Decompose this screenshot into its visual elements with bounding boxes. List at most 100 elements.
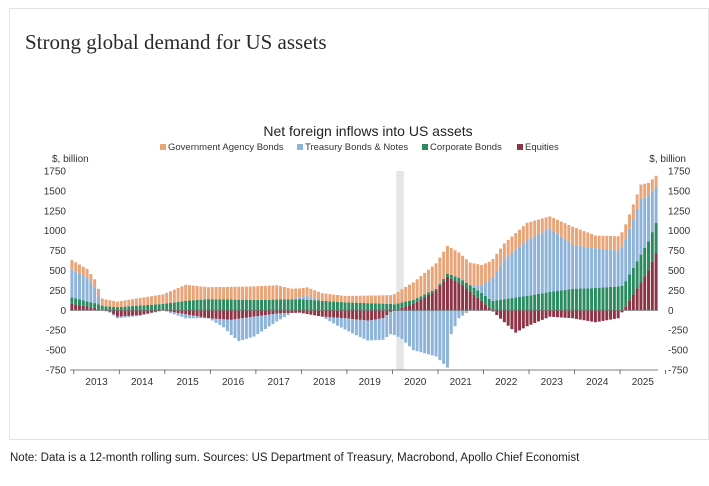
bar-segment	[180, 286, 184, 302]
bar-segment	[233, 310, 237, 320]
y-tick-label-right: -500	[668, 346, 688, 357]
bar-segment	[153, 304, 157, 311]
bar-segment	[457, 282, 461, 311]
bar-segment	[343, 302, 347, 311]
bar-segment	[548, 216, 552, 229]
bar-segment	[495, 253, 499, 272]
bar-segment	[430, 310, 434, 356]
bar-segment	[256, 316, 260, 335]
bar-segment	[188, 285, 191, 301]
bar-segment	[601, 310, 605, 321]
bar-segment	[506, 239, 510, 257]
bar-segment	[142, 305, 146, 311]
bar-segment	[628, 274, 632, 301]
bar-segment	[635, 261, 639, 289]
bar-segment	[354, 310, 358, 320]
bar-segment	[335, 317, 339, 326]
bar-segment	[347, 302, 351, 311]
bar-segment	[260, 299, 264, 311]
bar-segment	[533, 294, 537, 311]
bar-segment	[366, 310, 370, 321]
x-tick-label: 2016	[222, 377, 245, 388]
bar-segment	[298, 297, 301, 300]
bar-segment	[354, 319, 358, 336]
bar-segment	[210, 287, 214, 300]
bar-segment	[650, 232, 654, 262]
bar-segment	[74, 262, 78, 272]
bar-segment	[70, 297, 74, 304]
bar-segment	[408, 300, 412, 306]
bar-segment	[305, 299, 309, 311]
bar-segment	[85, 277, 89, 302]
bar-segment	[476, 264, 480, 285]
bar-segment	[195, 316, 199, 319]
bar-segment	[294, 299, 298, 311]
bar-segment	[351, 319, 355, 334]
bar-segment	[290, 299, 294, 311]
bar-segment	[85, 301, 89, 307]
bar-segment	[639, 282, 643, 311]
bar-segment	[309, 296, 313, 300]
bar-segment	[449, 275, 453, 279]
bar-segment	[85, 268, 89, 278]
bar-segment	[108, 311, 112, 313]
bar-segment	[438, 285, 442, 311]
bar-segment	[294, 310, 298, 313]
bar-segment	[430, 292, 434, 311]
bar-segment	[332, 317, 336, 324]
bar-segment	[487, 280, 491, 299]
bar-segment	[70, 303, 74, 311]
bar-segment	[597, 310, 601, 322]
bar-segment	[552, 291, 556, 311]
bar-segment	[267, 299, 271, 311]
bar-segment	[389, 295, 393, 304]
chart-title: Net foreign inflows into US assets	[263, 123, 472, 139]
bar-segment	[157, 304, 161, 311]
bar-segment	[267, 285, 271, 300]
bar-segment	[612, 250, 616, 287]
bar-segment	[415, 298, 419, 302]
bar-segment	[404, 306, 408, 311]
bar-segment	[351, 295, 355, 303]
bar-segment	[119, 300, 123, 307]
bar-segment	[442, 251, 446, 279]
bar-segment	[377, 310, 381, 319]
bar-segment	[358, 302, 362, 311]
bar-segment	[244, 299, 248, 311]
bar-segment	[525, 310, 529, 327]
bar-segment	[131, 306, 135, 311]
bar-segment	[305, 295, 309, 300]
bar-segment	[214, 299, 218, 311]
bar-segment	[241, 299, 245, 311]
y-tick-label-right: 1250	[668, 206, 691, 217]
bar-segment	[298, 310, 301, 313]
bar-segment	[199, 299, 203, 311]
y-axis-label-left: $, billion	[52, 154, 89, 165]
chart-legend: Government Agency Bonds Treasury Bonds & …	[160, 142, 559, 153]
bar-segment	[628, 300, 632, 311]
bar-segment	[313, 300, 317, 311]
bar-segment	[119, 310, 123, 317]
x-tick-label: 2022	[495, 377, 518, 388]
bar-layer	[70, 175, 658, 368]
bar-segment	[286, 287, 290, 300]
bar-segment	[483, 304, 487, 311]
bar-segment	[347, 318, 351, 332]
bar-segment	[445, 245, 449, 274]
bar-segment	[233, 319, 237, 339]
bar-segment	[529, 221, 533, 239]
bar-segment	[210, 299, 214, 311]
bar-segment	[282, 299, 286, 311]
bar-segment	[134, 310, 138, 316]
x-tick-label: 2014	[131, 377, 154, 388]
bar-segment	[411, 310, 415, 351]
bar-segment	[506, 310, 510, 326]
bar-segment	[480, 292, 484, 301]
y-tick-label-left: 1500	[44, 186, 67, 197]
bar-segment	[464, 282, 468, 289]
bar-segment	[225, 286, 229, 300]
bar-segment	[643, 197, 647, 249]
bar-segment	[74, 298, 78, 305]
bar-segment	[396, 309, 400, 311]
